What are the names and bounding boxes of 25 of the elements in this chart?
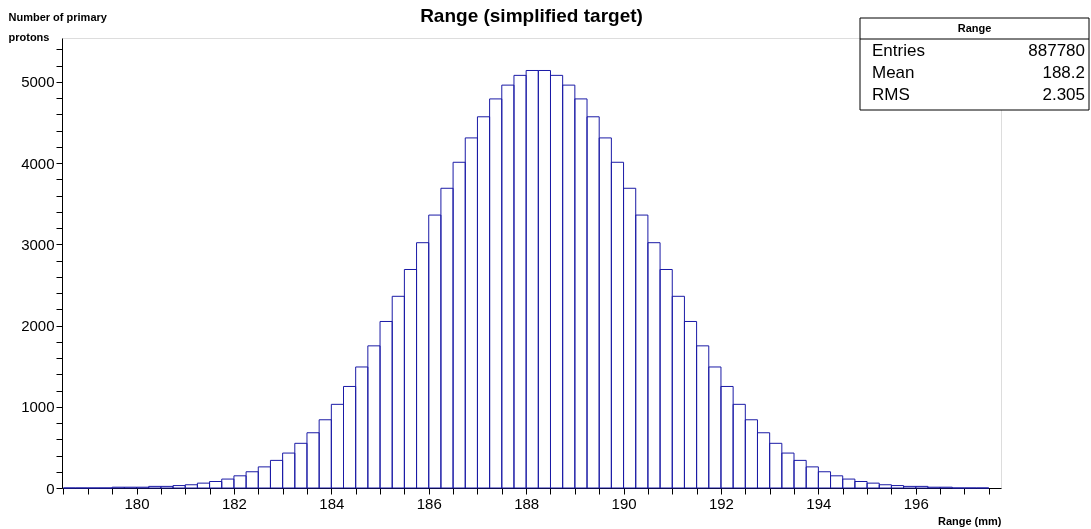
y-tick-label: 0 [46, 479, 55, 497]
x-tick-label: 182 [221, 494, 247, 512]
y-tick-label: 4000 [21, 154, 55, 172]
x-tick-label: 196 [903, 494, 929, 512]
y-tick-label: 5000 [21, 73, 55, 91]
text: 2.305 [1042, 85, 1085, 104]
x-axis-title: Range (mm) [937, 514, 1002, 527]
x-tick-label: 190 [611, 494, 637, 512]
x-tick-label: 184 [319, 494, 345, 512]
y-tick-label: 3000 [21, 235, 55, 253]
x-tick-label: 180 [124, 494, 150, 512]
text: 188.2 [1042, 63, 1085, 82]
annotation: Entries [872, 41, 925, 60]
chart-title: Range (simplified target) [420, 5, 643, 26]
y-axis-title: Number of primary protons [8, 10, 108, 43]
x-tick-label: 192 [708, 494, 734, 512]
x-tick-label: 188 [514, 494, 540, 512]
x-tick-label: 194 [806, 494, 832, 512]
x-tick-label: 186 [416, 494, 442, 512]
text: 887780 [1028, 41, 1085, 60]
text: Range [957, 22, 992, 34]
y-tick-label: 2000 [21, 317, 55, 335]
annotation: RMS [872, 85, 910, 104]
annotation: Mean [872, 63, 915, 82]
y-tick-label: 1000 [21, 398, 55, 416]
